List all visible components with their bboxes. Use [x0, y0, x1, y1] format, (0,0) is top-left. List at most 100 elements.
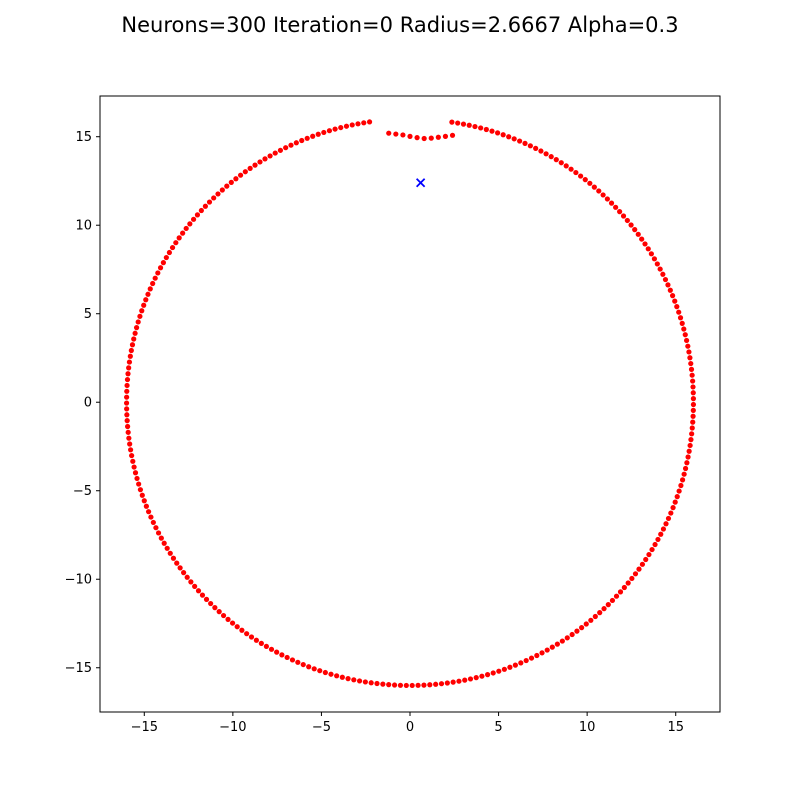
plot-points	[123, 119, 697, 689]
neuron-point	[247, 165, 253, 171]
x-tick-label: 10	[579, 720, 596, 735]
neuron-point	[681, 326, 687, 332]
neuron-point	[450, 679, 456, 685]
neuron-point	[554, 641, 560, 647]
neuron-point	[288, 142, 294, 148]
neuron-point	[136, 481, 142, 487]
neuron-point	[421, 682, 427, 688]
neuron-point	[685, 454, 691, 460]
neuron-point	[206, 199, 213, 205]
neuron-point	[538, 148, 544, 154]
neuron-point	[124, 406, 130, 412]
neuron-point	[670, 505, 676, 511]
neuron-point	[690, 396, 697, 402]
neuron-point	[635, 231, 641, 237]
neuron-point	[657, 266, 663, 272]
neuron-point	[684, 460, 690, 466]
neuron-point	[293, 140, 299, 146]
neuron-point	[496, 668, 502, 674]
neuron-point	[242, 169, 248, 175]
neuron-point	[490, 670, 496, 676]
neuron-point	[129, 452, 135, 459]
neuron-point	[669, 293, 676, 299]
axis-ticks: −15 −10 −5 0 5 10 15 15 10 5 0 −5 −10 −15	[65, 130, 684, 735]
neuron-point	[195, 588, 202, 594]
neuron-point	[676, 488, 682, 494]
neuron-point	[234, 624, 240, 630]
neuron-point	[228, 179, 234, 185]
neuron-point	[655, 536, 661, 543]
neuron-point	[304, 135, 310, 141]
neuron-point	[147, 286, 153, 292]
neuron-point	[356, 678, 363, 684]
neuron-point	[609, 597, 616, 604]
neuron-point	[141, 498, 147, 504]
y-tick-label: 0	[84, 396, 92, 411]
x-tick-label: −5	[312, 720, 331, 735]
neuron-point	[495, 130, 501, 136]
neuron-point	[167, 550, 173, 556]
neuron-point	[533, 145, 539, 151]
neuron-point	[433, 681, 439, 687]
neuron-point	[687, 355, 693, 361]
neuron-point	[148, 514, 154, 520]
neuron-point	[257, 159, 263, 165]
neuron-point	[211, 195, 217, 201]
neuron-point	[682, 465, 689, 472]
neuron-point	[605, 602, 611, 608]
neuron-point	[132, 470, 139, 476]
neuron-point	[421, 135, 427, 142]
neuron-point	[328, 671, 334, 677]
neuron-point	[681, 471, 687, 477]
neuron-point	[517, 138, 523, 144]
neuron-point	[523, 657, 529, 664]
neuron-point	[124, 394, 130, 400]
neuron-point	[639, 561, 646, 567]
neuron-point	[143, 297, 149, 303]
neuron-point	[563, 163, 569, 169]
neuron-point	[672, 499, 678, 505]
neuron-point	[152, 275, 158, 281]
neuron-point	[187, 221, 193, 227]
neuron-point	[578, 173, 584, 179]
neuron-point	[483, 126, 489, 133]
neuron-point	[155, 530, 162, 536]
neuron-point	[679, 477, 686, 483]
neuron-point	[150, 519, 156, 526]
neuron-point	[539, 650, 545, 656]
neuron-point	[654, 261, 660, 267]
neuron-point	[506, 134, 512, 140]
neuron-point	[690, 419, 696, 425]
neuron-point	[479, 673, 485, 679]
neuron-point	[569, 631, 575, 638]
neuron-point	[642, 241, 648, 247]
neuron-point	[161, 540, 167, 546]
neuron-point	[672, 298, 678, 304]
neuron-point	[620, 213, 627, 219]
neuron-point	[527, 143, 533, 149]
neuron-point	[212, 605, 218, 611]
neuron-point	[169, 244, 176, 251]
neuron-point	[192, 583, 198, 589]
neuron-point	[174, 560, 180, 566]
neuron-point	[564, 635, 570, 641]
neuron-point	[456, 678, 462, 684]
neuron-point	[124, 412, 130, 418]
neuron-point	[237, 172, 244, 178]
neuron-point	[248, 634, 255, 640]
neuron-point	[295, 659, 301, 665]
neuron-point	[258, 640, 264, 646]
neuron-point	[689, 372, 695, 378]
neuron-point	[621, 584, 627, 591]
neuron-point	[608, 200, 615, 206]
x-tick-label: −10	[219, 720, 246, 735]
neuron-point	[239, 627, 245, 633]
neuron-point	[676, 309, 682, 315]
neuron-point	[153, 525, 159, 531]
x-tick-label: −15	[131, 720, 158, 735]
neuron-point	[158, 535, 164, 541]
neuron-point	[597, 610, 603, 616]
neuron-point	[199, 592, 206, 598]
neuron-point	[135, 319, 141, 325]
neuron-point	[188, 579, 194, 585]
